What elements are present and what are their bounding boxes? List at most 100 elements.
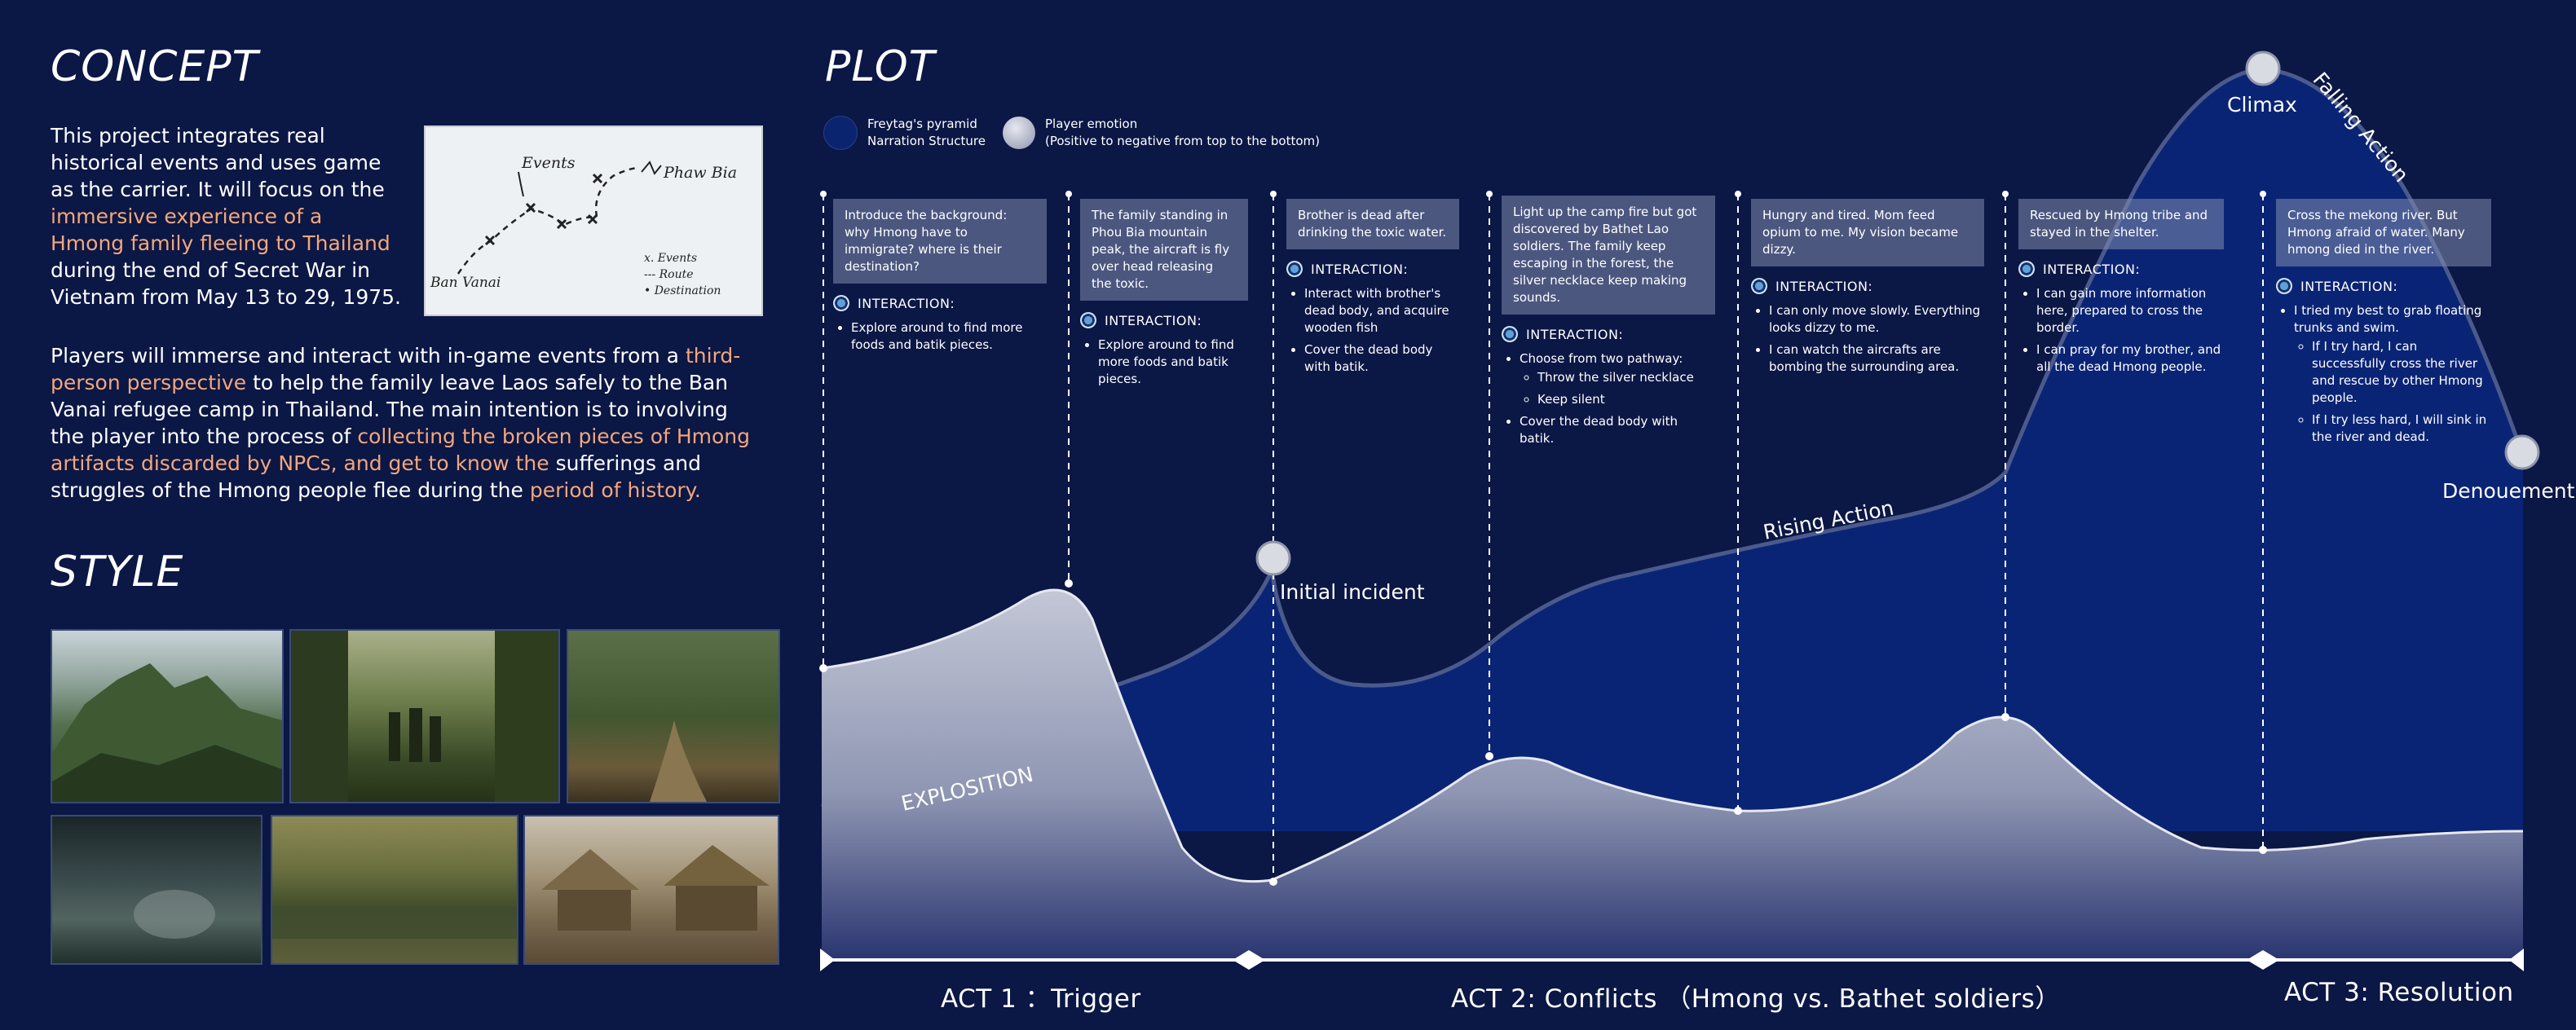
legend-emotion-line1: Player emotion xyxy=(1045,117,1138,131)
concept-paragraph-1: This project integrates real historical … xyxy=(51,122,401,310)
interaction-label: INTERACTION: xyxy=(2300,278,2398,294)
column-3-item-1: Interact with brother's dead body, and a… xyxy=(1304,285,1459,337)
style-title: STYLE xyxy=(51,548,184,596)
route-sketch-image: Events Phaw Bia Ban Vanai x. Events --- … xyxy=(424,125,763,316)
body-text: to help the family leave Laos safely to … xyxy=(51,371,729,448)
plot-column-1: Introduce the background: why Hmong have… xyxy=(833,199,1047,359)
sketch-legend-3: • Destination xyxy=(644,284,721,297)
column-7-interaction-heading: INTERACTION: xyxy=(2276,278,2491,294)
sketch-events-label: Events xyxy=(521,154,576,172)
highlight-text: collecting the broken pieces of Hmong ar… xyxy=(51,425,750,475)
plot-column-3: Brother is dead after drinking the toxic… xyxy=(1286,199,1459,381)
concept-title: CONCEPT xyxy=(51,42,259,91)
plot-column-2: The family standing in Phou Bia mountain… xyxy=(1080,199,1248,393)
legend-emotion-line2: (Positive to negative from top to the bo… xyxy=(1045,134,1320,148)
column-1-note: Introduce the background: why Hmong have… xyxy=(833,199,1047,284)
freytag-pyramid-curve xyxy=(820,67,2525,809)
act-1-label: ACT 1 ：Trigger xyxy=(941,984,1141,1014)
column-6-note: Rescued by Hmong tribe and stayed in the… xyxy=(2018,199,2224,249)
column-5-item-2: I can watch the aircrafts are bombing th… xyxy=(1769,341,1984,376)
column-7-sub-1: If I try hard, I can successfully cross … xyxy=(2312,338,2491,407)
body-text: sufferings and struggles of the Hmong pe… xyxy=(51,451,701,502)
column-4-interaction-heading: INTERACTION: xyxy=(1502,326,1715,342)
body-text: This project integrates real historical … xyxy=(51,124,385,201)
interaction-label: INTERACTION: xyxy=(1526,326,1624,342)
climax-marker xyxy=(2245,51,2281,86)
column-4-sub-2: Keep silent xyxy=(1537,391,1715,408)
legend-freytag-line2: Narration Structure xyxy=(867,134,986,148)
column-6-item-2: I can pray for my brother, and all the d… xyxy=(2036,341,2224,376)
initial-incident-label: Initial incident xyxy=(1280,580,1425,604)
style-image-mountains xyxy=(51,629,284,803)
column-5-item-1: I can only move slowly. Everything looks… xyxy=(1769,302,1984,337)
column-4-item-1: Choose from two pathway: xyxy=(1520,351,1683,366)
interaction-ring-icon xyxy=(2276,278,2292,294)
style-image-village xyxy=(523,815,779,965)
interaction-ring-icon xyxy=(1751,278,1767,294)
interaction-ring-icon xyxy=(1080,312,1096,328)
body-text: Players will immerse and interact with i… xyxy=(51,344,686,368)
interaction-ring-icon xyxy=(1502,326,1518,342)
column-3-item-2: Cover the dead body with batik. xyxy=(1304,341,1459,376)
initial-incident-marker xyxy=(1255,540,1291,576)
act2-end-marker xyxy=(2247,950,2279,970)
highlight-text: third-person perspective xyxy=(51,344,741,394)
interaction-label: INTERACTION: xyxy=(2043,261,2141,277)
column-5-interaction-heading: INTERACTION: xyxy=(1751,278,1984,294)
act1-end-marker xyxy=(1233,950,1265,970)
style-image-cave xyxy=(51,815,262,965)
column-3-note: Brother is dead after drinking the toxic… xyxy=(1286,199,1459,249)
column-1-item-1: Explore around to find more foods and ba… xyxy=(851,319,1047,354)
column-4-sub-1: Throw the silver necklace xyxy=(1537,369,1715,386)
column-4-item-2: Cover the dead body with batik. xyxy=(1520,413,1715,447)
interaction-label: INTERACTION: xyxy=(1105,312,1202,328)
act-2-label: ACT 2: Conflicts （Hmong vs. Bathet soldi… xyxy=(1451,984,2061,1014)
interaction-label: INTERACTION: xyxy=(1775,278,1873,294)
plot-column-7: Cross the mekong river. But Hmong afraid… xyxy=(2276,199,2491,451)
denouement-marker xyxy=(2504,434,2540,470)
column-3-interaction-heading: INTERACTION: xyxy=(1286,261,1459,277)
legend-freytag: Freytag's pyramid Narration Structure xyxy=(823,116,986,150)
column-7-item-1: I tried my best to grab floating trunks … xyxy=(2294,303,2482,335)
column-7-sub-2: If I try less hard, I will sink in the r… xyxy=(2312,412,2491,446)
plot-column-5: Hungry and tired. Mom feed opium to me. … xyxy=(1751,199,1984,381)
plot-title: PLOT xyxy=(825,42,936,91)
axis-end-marker xyxy=(2509,949,2524,971)
concept-paragraph-2: Players will immerse and interact with i… xyxy=(51,342,760,504)
column-dots xyxy=(819,191,2267,886)
sketch-legend-2: --- Route xyxy=(644,268,694,281)
column-2-item-1: Explore around to find more foods and ba… xyxy=(1098,337,1248,388)
column-4-note: Light up the camp fire but got discovere… xyxy=(1502,196,1715,315)
column-guides xyxy=(823,194,2264,882)
route-sketch-drawing: Events Phaw Bia Ban Vanai x. Events --- … xyxy=(430,154,737,297)
style-image-swamp xyxy=(271,815,518,965)
column-2-note: The family standing in Phou Bia mountain… xyxy=(1080,199,1248,301)
column-2-interaction-heading: INTERACTION: xyxy=(1080,312,1248,328)
act-3-label: ACT 3: Resolution xyxy=(2284,978,2514,1007)
sketch-phaw-label: Phaw Bia xyxy=(663,164,737,182)
highlight-text: period of history. xyxy=(529,478,701,502)
climax-label: Climax xyxy=(2227,93,2297,117)
emotion-area xyxy=(822,590,2523,960)
highlight-text: immersive experience of a Hmong family f… xyxy=(51,205,390,255)
emotion-swatch xyxy=(1003,117,1035,149)
body-text: during the end of Secret War in Vietnam … xyxy=(51,258,401,309)
freytag-pyramid-area xyxy=(822,69,2523,831)
style-image-forest-path xyxy=(567,629,780,803)
interaction-label: INTERACTION: xyxy=(858,295,955,311)
interaction-ring-icon xyxy=(2018,261,2035,277)
plot-column-4: Light up the camp fire but got discovere… xyxy=(1502,196,1715,452)
column-6-item-1: I can gain more information here, prepar… xyxy=(2036,285,2224,337)
interaction-label: INTERACTION: xyxy=(1311,261,1409,277)
denouement-label: Denouement xyxy=(2442,479,2575,503)
sketch-ban-label: Ban Vanai xyxy=(430,275,501,291)
emotion-curve xyxy=(821,588,2524,883)
axis-start-marker xyxy=(820,949,835,971)
interaction-ring-icon xyxy=(833,295,849,311)
event-markers xyxy=(484,173,603,246)
freytag-swatch xyxy=(823,116,858,150)
style-image-jungle-soldiers xyxy=(289,629,560,803)
plot-column-6: Rescued by Hmong tribe and stayed in the… xyxy=(2018,199,2224,381)
sketch-legend-1: x. Events xyxy=(644,252,697,265)
